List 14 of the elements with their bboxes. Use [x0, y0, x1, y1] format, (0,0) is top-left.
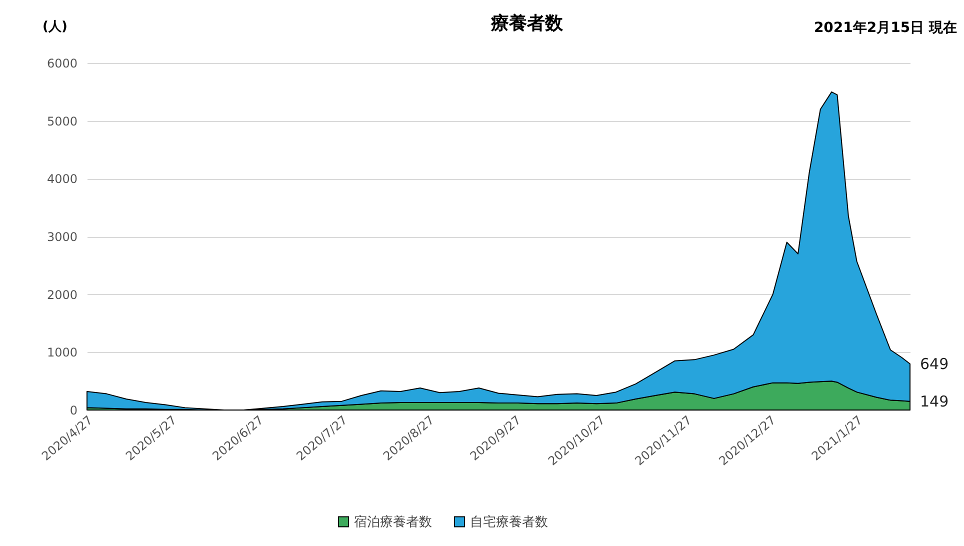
- legend-label: 自宅療養者数: [470, 514, 548, 530]
- y-tick-label: 2000: [46, 288, 78, 302]
- legend-label: 宿泊療養者数: [354, 514, 432, 530]
- y-axis-title: (人): [42, 20, 68, 34]
- y-tick-label: 5000: [46, 114, 78, 128]
- data-label: 649: [920, 354, 949, 373]
- y-tick-label: 6000: [46, 56, 78, 70]
- data-label: 149: [920, 392, 949, 410]
- y-tick-label: 3000: [46, 230, 78, 244]
- y-tick-label: 0: [70, 404, 78, 418]
- chart-title: 療養者数: [490, 13, 564, 34]
- y-tick-label: 4000: [46, 172, 78, 186]
- y-tick-label: 1000: [46, 346, 78, 360]
- text: 2021年2月15日 現在: [814, 20, 957, 36]
